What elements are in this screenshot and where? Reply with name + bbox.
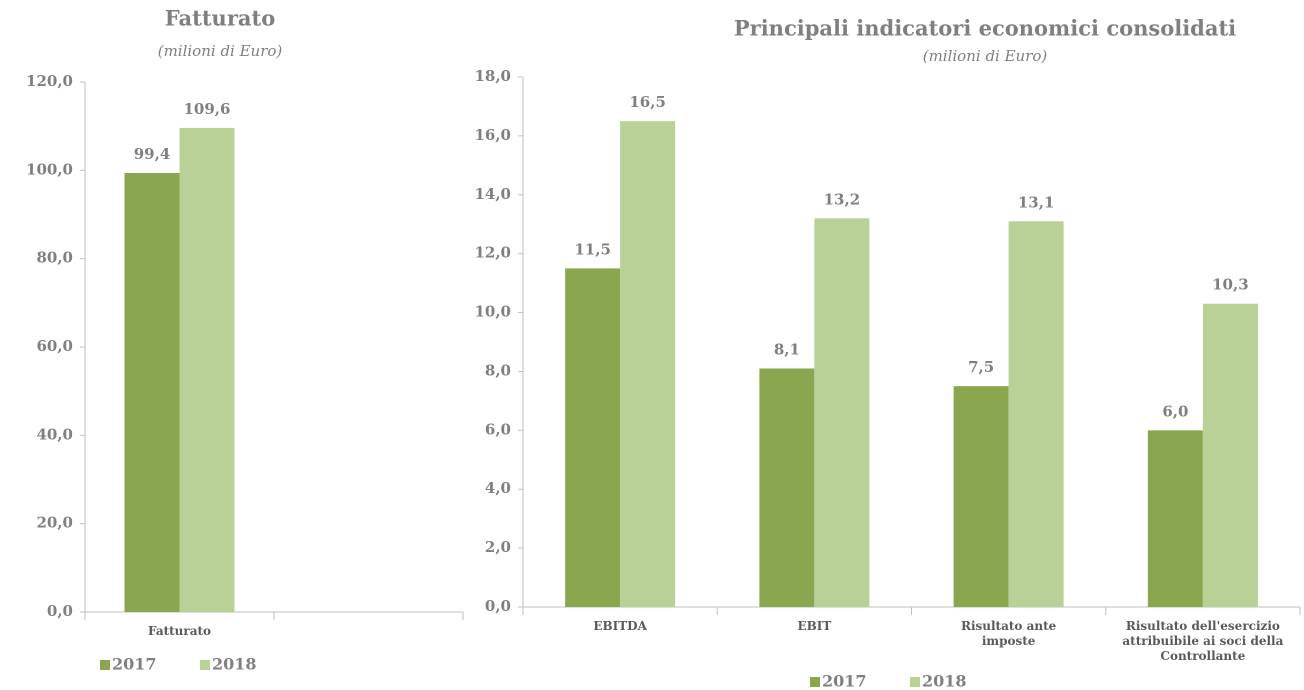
value-label: 7,5 <box>968 358 994 376</box>
y-tick-label: 2,0 <box>485 538 511 556</box>
chart-subtitle: (milioni di Euro) <box>158 42 283 60</box>
bar <box>953 386 1009 607</box>
value-label: 99,4 <box>134 145 171 163</box>
y-tick-label: 8,0 <box>485 361 511 379</box>
bar <box>565 268 621 607</box>
y-tick-label: 0,0 <box>47 602 73 620</box>
legend-label: 2018 <box>212 655 257 674</box>
y-tick-label: 4,0 <box>485 479 511 497</box>
bar <box>124 172 180 612</box>
legend-swatch <box>200 660 210 670</box>
bar <box>1202 303 1258 607</box>
bar <box>1147 430 1203 607</box>
value-label: 109,6 <box>184 100 231 118</box>
bar <box>179 127 235 612</box>
y-tick-label: 40,0 <box>36 425 73 443</box>
value-label: 6,0 <box>1162 402 1188 420</box>
chart-title: Principali indicatori economici consolid… <box>734 16 1236 41</box>
legend-swatch <box>810 677 820 687</box>
value-label: 16,5 <box>629 93 666 111</box>
bar <box>814 218 870 608</box>
value-label: 10,3 <box>1212 276 1249 294</box>
bar <box>1008 221 1064 607</box>
y-tick-label: 12,0 <box>474 244 511 262</box>
y-tick-label: 60,0 <box>36 337 73 355</box>
y-tick-label: 16,0 <box>474 126 511 144</box>
y-tick-label: 6,0 <box>485 420 511 438</box>
chart-subtitle: (milioni di Euro) <box>923 47 1048 65</box>
legend-swatch <box>100 660 110 670</box>
y-tick-label: 100,0 <box>26 160 73 178</box>
value-label: 13,1 <box>1018 193 1055 211</box>
x-tick-label: Risultato ante imposte <box>960 619 1057 648</box>
value-label: 8,1 <box>774 341 800 359</box>
x-tick-label: Fatturato <box>147 624 212 638</box>
chart-title: Fatturato <box>165 6 275 31</box>
legend-label: 2017 <box>822 672 867 690</box>
value-label: 13,2 <box>824 190 861 208</box>
legend-label: 2017 <box>112 655 157 674</box>
y-tick-label: 10,0 <box>474 303 511 321</box>
y-tick-label: 120,0 <box>26 72 73 90</box>
x-tick-label: Risultato dell'esercizio attribuibile ai… <box>1122 619 1284 663</box>
legend-label: 2018 <box>922 672 967 690</box>
y-tick-label: 18,0 <box>474 67 511 85</box>
y-tick-label: 14,0 <box>474 185 511 203</box>
x-tick-label: EBIT <box>797 619 832 633</box>
bar <box>759 368 815 607</box>
x-tick-label: EBITDA <box>593 619 647 633</box>
y-tick-label: 0,0 <box>485 597 511 615</box>
y-tick-label: 80,0 <box>36 249 73 267</box>
y-tick-label: 20,0 <box>36 514 73 532</box>
bar <box>620 121 676 608</box>
legend-swatch <box>910 677 920 687</box>
value-label: 11,5 <box>574 240 611 258</box>
